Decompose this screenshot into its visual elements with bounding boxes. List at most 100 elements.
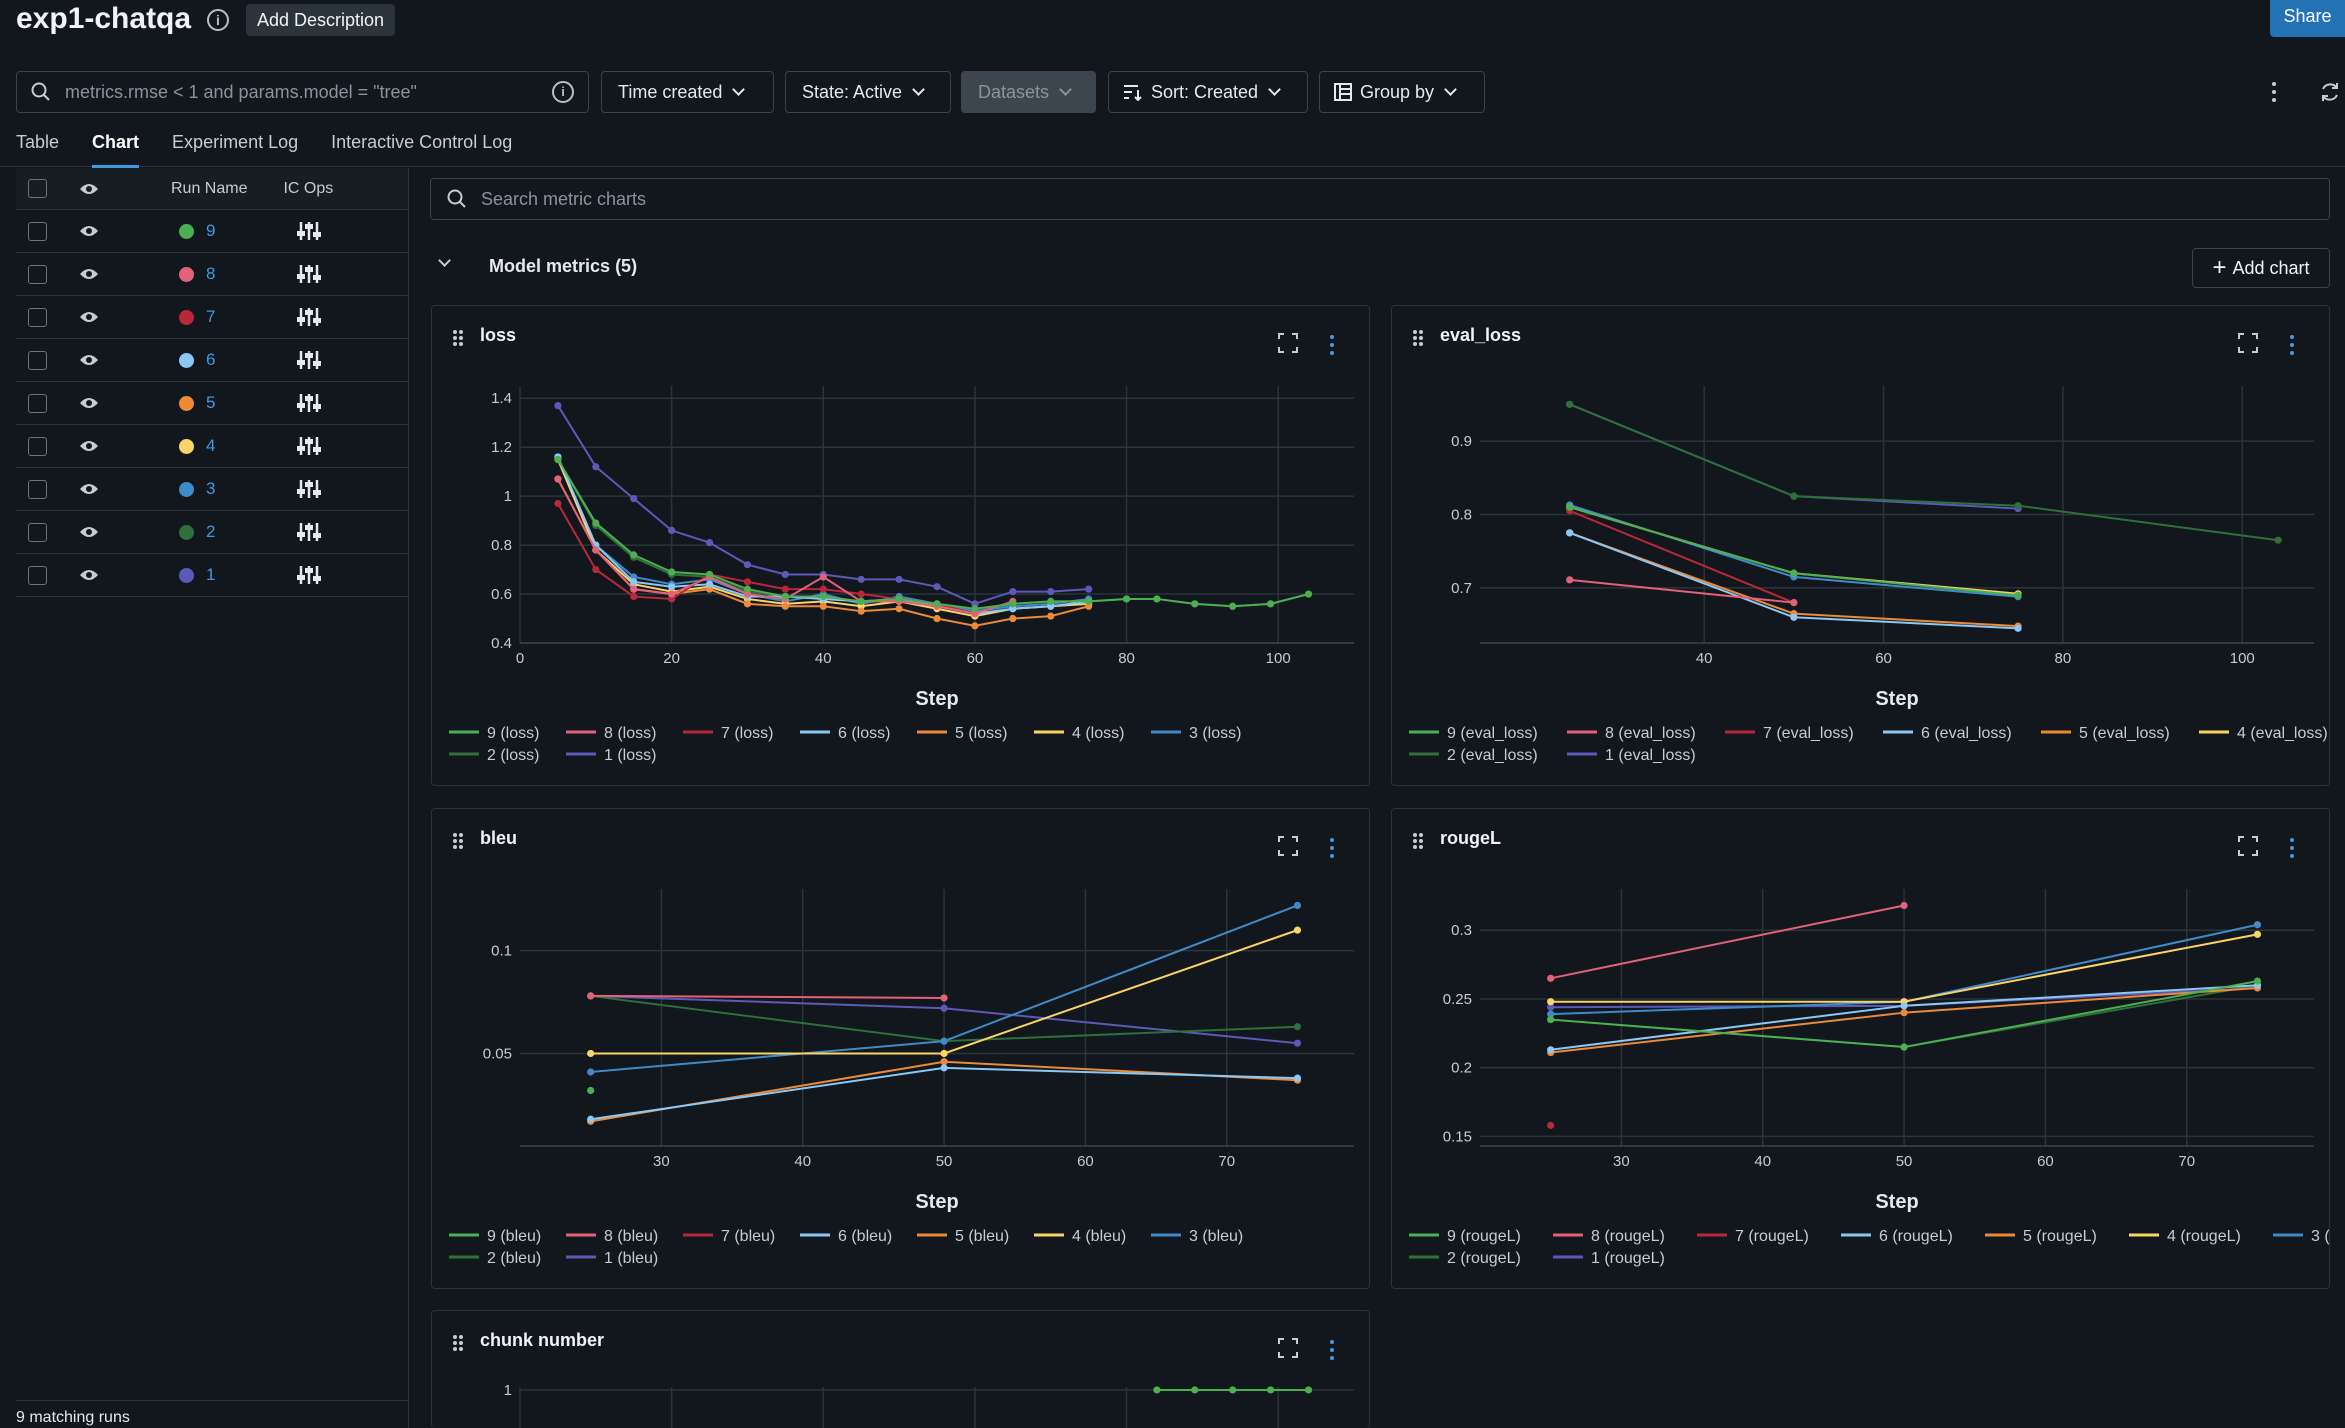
- run-row[interactable]: 6: [16, 339, 408, 382]
- run-checkbox[interactable]: [28, 436, 47, 456]
- tab-table[interactable]: Table: [16, 132, 60, 152]
- run-name-link[interactable]: 3: [206, 479, 216, 498]
- run-name-link[interactable]: 6: [206, 350, 216, 369]
- run-row[interactable]: 5: [16, 382, 408, 425]
- eye-icon[interactable]: [79, 524, 99, 540]
- sliders-icon[interactable]: [296, 392, 322, 414]
- sliders-icon[interactable]: [296, 220, 322, 242]
- run-checkbox[interactable]: [28, 479, 47, 499]
- chart-menu-icon[interactable]: [1326, 836, 1338, 862]
- sliders-icon[interactable]: [296, 349, 322, 371]
- group-by-dropdown[interactable]: Group by: [1319, 71, 1485, 113]
- info-icon[interactable]: i: [207, 9, 229, 31]
- data-point: [1267, 600, 1275, 608]
- run-checkbox[interactable]: [28, 522, 47, 542]
- drag-handle-icon[interactable]: [452, 832, 464, 850]
- eye-icon[interactable]: [79, 181, 99, 197]
- experiment-title: exp1-chatqa: [16, 2, 192, 35]
- refresh-icon[interactable]: [2318, 80, 2342, 104]
- sliders-icon[interactable]: [296, 263, 322, 285]
- run-checkbox[interactable]: [28, 565, 47, 585]
- time-created-dropdown[interactable]: Time created: [601, 71, 774, 113]
- run-name-link[interactable]: 4: [206, 436, 216, 455]
- run-checkbox[interactable]: [28, 350, 47, 370]
- eye-icon[interactable]: [79, 352, 99, 368]
- run-name-link[interactable]: 7: [206, 307, 216, 326]
- search-info-icon[interactable]: i: [552, 81, 574, 103]
- data-point: [1304, 1386, 1313, 1394]
- data-point: [592, 546, 600, 554]
- expand-icon[interactable]: [2238, 836, 2258, 856]
- sliders-icon[interactable]: [296, 478, 322, 500]
- drag-handle-icon[interactable]: [1412, 832, 1424, 850]
- add-description-button[interactable]: Add Description: [246, 4, 396, 36]
- share-button[interactable]: Share: [2270, 0, 2345, 37]
- expand-icon[interactable]: [1278, 333, 1298, 353]
- run-row[interactable]: 1: [16, 554, 408, 597]
- sliders-icon[interactable]: [296, 306, 322, 328]
- add-chart-button[interactable]: + Add chart: [2192, 248, 2330, 288]
- run-search-input[interactable]: metrics.rmse < 1 and params.model = "tre…: [16, 71, 589, 113]
- eye-icon[interactable]: [79, 395, 99, 411]
- run-name-link[interactable]: 9: [206, 221, 216, 240]
- select-all-checkbox[interactable]: [28, 179, 47, 198]
- sort-dropdown[interactable]: Sort: Created: [1108, 71, 1308, 113]
- data-point: [819, 592, 827, 601]
- expand-icon[interactable]: [2238, 333, 2258, 353]
- run-row[interactable]: 3: [16, 468, 408, 511]
- legend-entry: 1 (rougeL): [1591, 1250, 1665, 1267]
- run-name-header[interactable]: Run Name: [171, 179, 248, 197]
- run-row[interactable]: 8: [16, 253, 408, 296]
- expand-icon[interactable]: [1278, 836, 1298, 856]
- drag-handle-icon[interactable]: [452, 329, 464, 347]
- drag-handle-icon[interactable]: [452, 1334, 464, 1352]
- legend-entry: 8 (rougeL): [1591, 1228, 1665, 1245]
- collapse-chevron-icon[interactable]: [438, 254, 451, 267]
- eye-icon[interactable]: [79, 567, 99, 583]
- more-options-icon[interactable]: [2268, 80, 2280, 106]
- data-point: [554, 455, 562, 464]
- tab-interactive-control-log[interactable]: Interactive Control Log: [331, 132, 513, 152]
- expand-icon[interactable]: [1278, 1338, 1298, 1358]
- datasets-dropdown[interactable]: Datasets: [961, 71, 1096, 113]
- run-row[interactable]: 9: [16, 210, 408, 253]
- chart-menu-icon[interactable]: [1326, 1338, 1338, 1364]
- run-checkbox[interactable]: [28, 307, 47, 327]
- runs-sidebar: Run Name IC Ops 9 8 7 6 5 4 3 2 1 9 matching run…: [16, 168, 409, 1428]
- tab-chart[interactable]: Chart: [92, 132, 140, 168]
- legend-entry: 3 (rougeL): [2311, 1228, 2330, 1245]
- run-row[interactable]: 4: [16, 425, 408, 468]
- data-point: [554, 401, 562, 410]
- chart-menu-icon[interactable]: [2286, 836, 2298, 862]
- sliders-icon[interactable]: [296, 521, 322, 543]
- state-dropdown[interactable]: State: Active: [785, 71, 951, 113]
- run-checkbox[interactable]: [28, 264, 47, 284]
- eye-icon[interactable]: [79, 481, 99, 497]
- drag-handle-icon[interactable]: [1412, 329, 1424, 347]
- chart-menu-icon[interactable]: [2286, 333, 2298, 359]
- eye-icon[interactable]: [79, 438, 99, 454]
- run-checkbox[interactable]: [28, 393, 47, 413]
- runs-table-header: Run Name IC Ops: [16, 168, 408, 210]
- run-name-link[interactable]: 8: [206, 264, 216, 283]
- chart-card-rougel: rougeL 30 40 50 60 70 0.15 0.2 0.25 0.3 Step 9 (rou…: [1391, 808, 2330, 1289]
- run-row[interactable]: 7: [16, 296, 408, 339]
- run-checkbox[interactable]: [28, 221, 47, 241]
- run-name-link[interactable]: 2: [206, 522, 216, 541]
- metric-chart-search-input[interactable]: Search metric charts: [430, 178, 2330, 220]
- run-name-link[interactable]: 1: [206, 565, 216, 584]
- tab-experiment-log[interactable]: Experiment Log: [172, 132, 299, 152]
- sliders-icon[interactable]: [296, 435, 322, 457]
- y-tick-label: 0.7: [1451, 580, 1472, 597]
- run-name-link[interactable]: 5: [206, 393, 216, 412]
- data-point: [940, 1064, 948, 1072]
- legend-entry: 5 (bleu): [955, 1228, 1009, 1245]
- eye-icon[interactable]: [79, 309, 99, 325]
- chart-menu-icon[interactable]: [1326, 333, 1338, 359]
- sliders-icon[interactable]: [296, 564, 322, 586]
- run-row[interactable]: 2: [16, 511, 408, 554]
- eye-icon[interactable]: [79, 223, 99, 239]
- data-point: [857, 607, 865, 615]
- section-title[interactable]: Model metrics (5): [489, 256, 638, 276]
- eye-icon[interactable]: [79, 266, 99, 282]
